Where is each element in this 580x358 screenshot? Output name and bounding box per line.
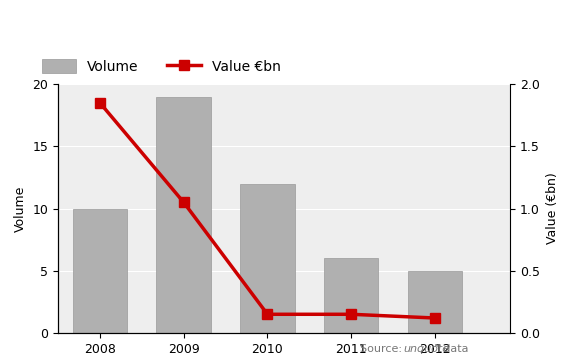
Y-axis label: Value (€bn): Value (€bn) [546,173,559,245]
Bar [408,271,462,333]
Y-axis label: Volume: Volume [14,185,27,232]
Bar [72,208,127,333]
Legend: Volume, Value €bn: Volume, Value €bn [36,53,287,79]
Bar [240,184,295,333]
Bar [157,97,211,333]
Text: unquote: unquote [403,344,450,354]
Text: ” data: ” data [434,344,468,354]
Text: Volume & value of European turnaround deals: Volume & value of European turnaround de… [82,15,498,33]
Text: Source:: Source: [360,344,405,354]
Bar [324,258,378,333]
